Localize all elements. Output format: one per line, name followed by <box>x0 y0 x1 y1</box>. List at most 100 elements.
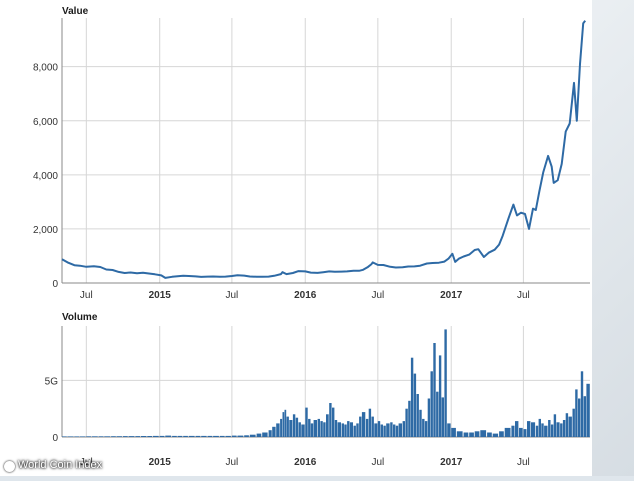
volume-bar <box>504 427 511 437</box>
volume-bar <box>463 432 469 437</box>
volume-bar <box>337 422 341 437</box>
y-tick-label: 2,000 <box>33 225 58 236</box>
x-tick-label: 2017 <box>440 457 463 468</box>
volume-bar <box>560 423 563 437</box>
globe-icon <box>4 461 15 472</box>
y-tick-label: 0 <box>52 433 58 444</box>
price-volume-chart: Jul 2015 Jul 2016 Jul 2017 Jul 0 2,000 4,000 6,000… <box>33 6 590 468</box>
volume-bar <box>544 425 548 437</box>
volume-bar <box>329 403 332 437</box>
source-credit: World Coin Index <box>18 459 103 471</box>
y-tick-label: 8,000 <box>33 63 58 74</box>
volume-gridlines <box>62 326 590 437</box>
volume-bar <box>580 371 584 437</box>
volume-bar <box>74 436 80 437</box>
x-tick-label: Jul <box>517 457 530 468</box>
volume-bar <box>289 420 293 437</box>
volume-bar <box>451 427 456 437</box>
volume-bar <box>575 389 578 437</box>
volume-bar <box>424 421 428 437</box>
volume-bar <box>111 436 116 437</box>
volume-bar <box>62 436 67 437</box>
volume-bar <box>128 436 135 437</box>
volume-bar <box>541 423 544 437</box>
volume-bar <box>356 423 359 437</box>
volume-bar <box>565 413 569 437</box>
volume-bars <box>62 329 590 437</box>
volume-bar <box>183 435 188 437</box>
volume-bar <box>116 436 122 437</box>
volume-bar <box>225 435 231 437</box>
volume-bar <box>553 414 557 437</box>
volume-bar <box>159 435 165 437</box>
volume-bar <box>332 407 335 437</box>
volume-bar <box>383 425 386 437</box>
x-tick-label: 2015 <box>149 457 172 468</box>
value-gridlines <box>62 18 590 283</box>
volume-bar <box>308 418 311 437</box>
volume-bar <box>334 420 338 437</box>
volume-bar <box>398 423 402 437</box>
volume-bar <box>344 424 347 437</box>
x-tick-label: 2016 <box>294 457 317 468</box>
volume-bar <box>456 431 463 437</box>
volume-bar <box>353 425 356 437</box>
volume-bar <box>408 400 411 437</box>
volume-bar <box>323 422 326 437</box>
y-tick-label: 0 <box>52 279 58 290</box>
volume-bar <box>469 432 474 437</box>
volume-bar <box>572 408 575 437</box>
x-tick-label: 2015 <box>149 290 172 301</box>
volume-bar <box>201 435 207 437</box>
volume-bar <box>380 424 383 437</box>
volume-bar <box>433 343 436 437</box>
volume-bar <box>416 394 419 437</box>
value-series-line <box>61 20 587 279</box>
y-tick-label: 4,000 <box>33 171 58 182</box>
volume-bar <box>515 421 519 437</box>
volume-bar <box>523 429 527 437</box>
x-tick-label: Jul <box>225 290 238 301</box>
volume-bar <box>86 436 91 437</box>
volume-bar <box>361 412 366 437</box>
x-tick-label: Jul <box>225 457 238 468</box>
volume-bar <box>195 435 201 437</box>
chart-panel: Jul 2015 Jul 2016 Jul 2017 Jul 0 2,000 4,000 6,000… <box>0 0 592 476</box>
volume-bar <box>165 435 172 437</box>
volume-bar <box>419 409 422 437</box>
x-tick-label: Jul <box>517 290 530 301</box>
value-panel-title: Value <box>62 6 89 17</box>
volume-bar <box>371 416 374 437</box>
volume-bar <box>395 425 399 437</box>
volume-bar <box>405 408 408 437</box>
volume-bar <box>282 412 285 437</box>
volume-bar <box>438 355 442 437</box>
volume-bar <box>368 408 372 437</box>
volume-bar <box>272 426 276 437</box>
volume-bar <box>249 434 256 437</box>
volume-bar <box>586 383 590 437</box>
volume-bar <box>213 435 219 437</box>
x-tick-label: 2017 <box>440 290 463 301</box>
x-tick-label: Jul <box>80 457 93 468</box>
volume-bar <box>104 436 111 437</box>
volume-panel-title: Volume <box>62 312 98 323</box>
y-tick-label: 5G <box>45 376 59 387</box>
volume-bar <box>436 391 439 437</box>
volume-bar <box>444 329 447 437</box>
volume-bar <box>347 421 350 437</box>
volume-bar <box>538 418 541 437</box>
volume-bar <box>188 435 195 437</box>
volume-bar <box>298 422 301 437</box>
volume-bar <box>562 420 566 437</box>
volume-axis: Jul 2015 Jul 2016 Jul 2017 Jul 0 5G <box>45 326 590 468</box>
x-tick-label: Jul <box>371 290 384 301</box>
volume-bar <box>256 433 262 437</box>
value-line <box>61 20 587 279</box>
volume-bar <box>262 432 268 437</box>
volume-bar <box>550 424 554 437</box>
volume-bar <box>268 430 272 437</box>
volume-bar <box>430 371 433 437</box>
volume-bar <box>487 432 492 437</box>
volume-bar <box>377 421 381 437</box>
